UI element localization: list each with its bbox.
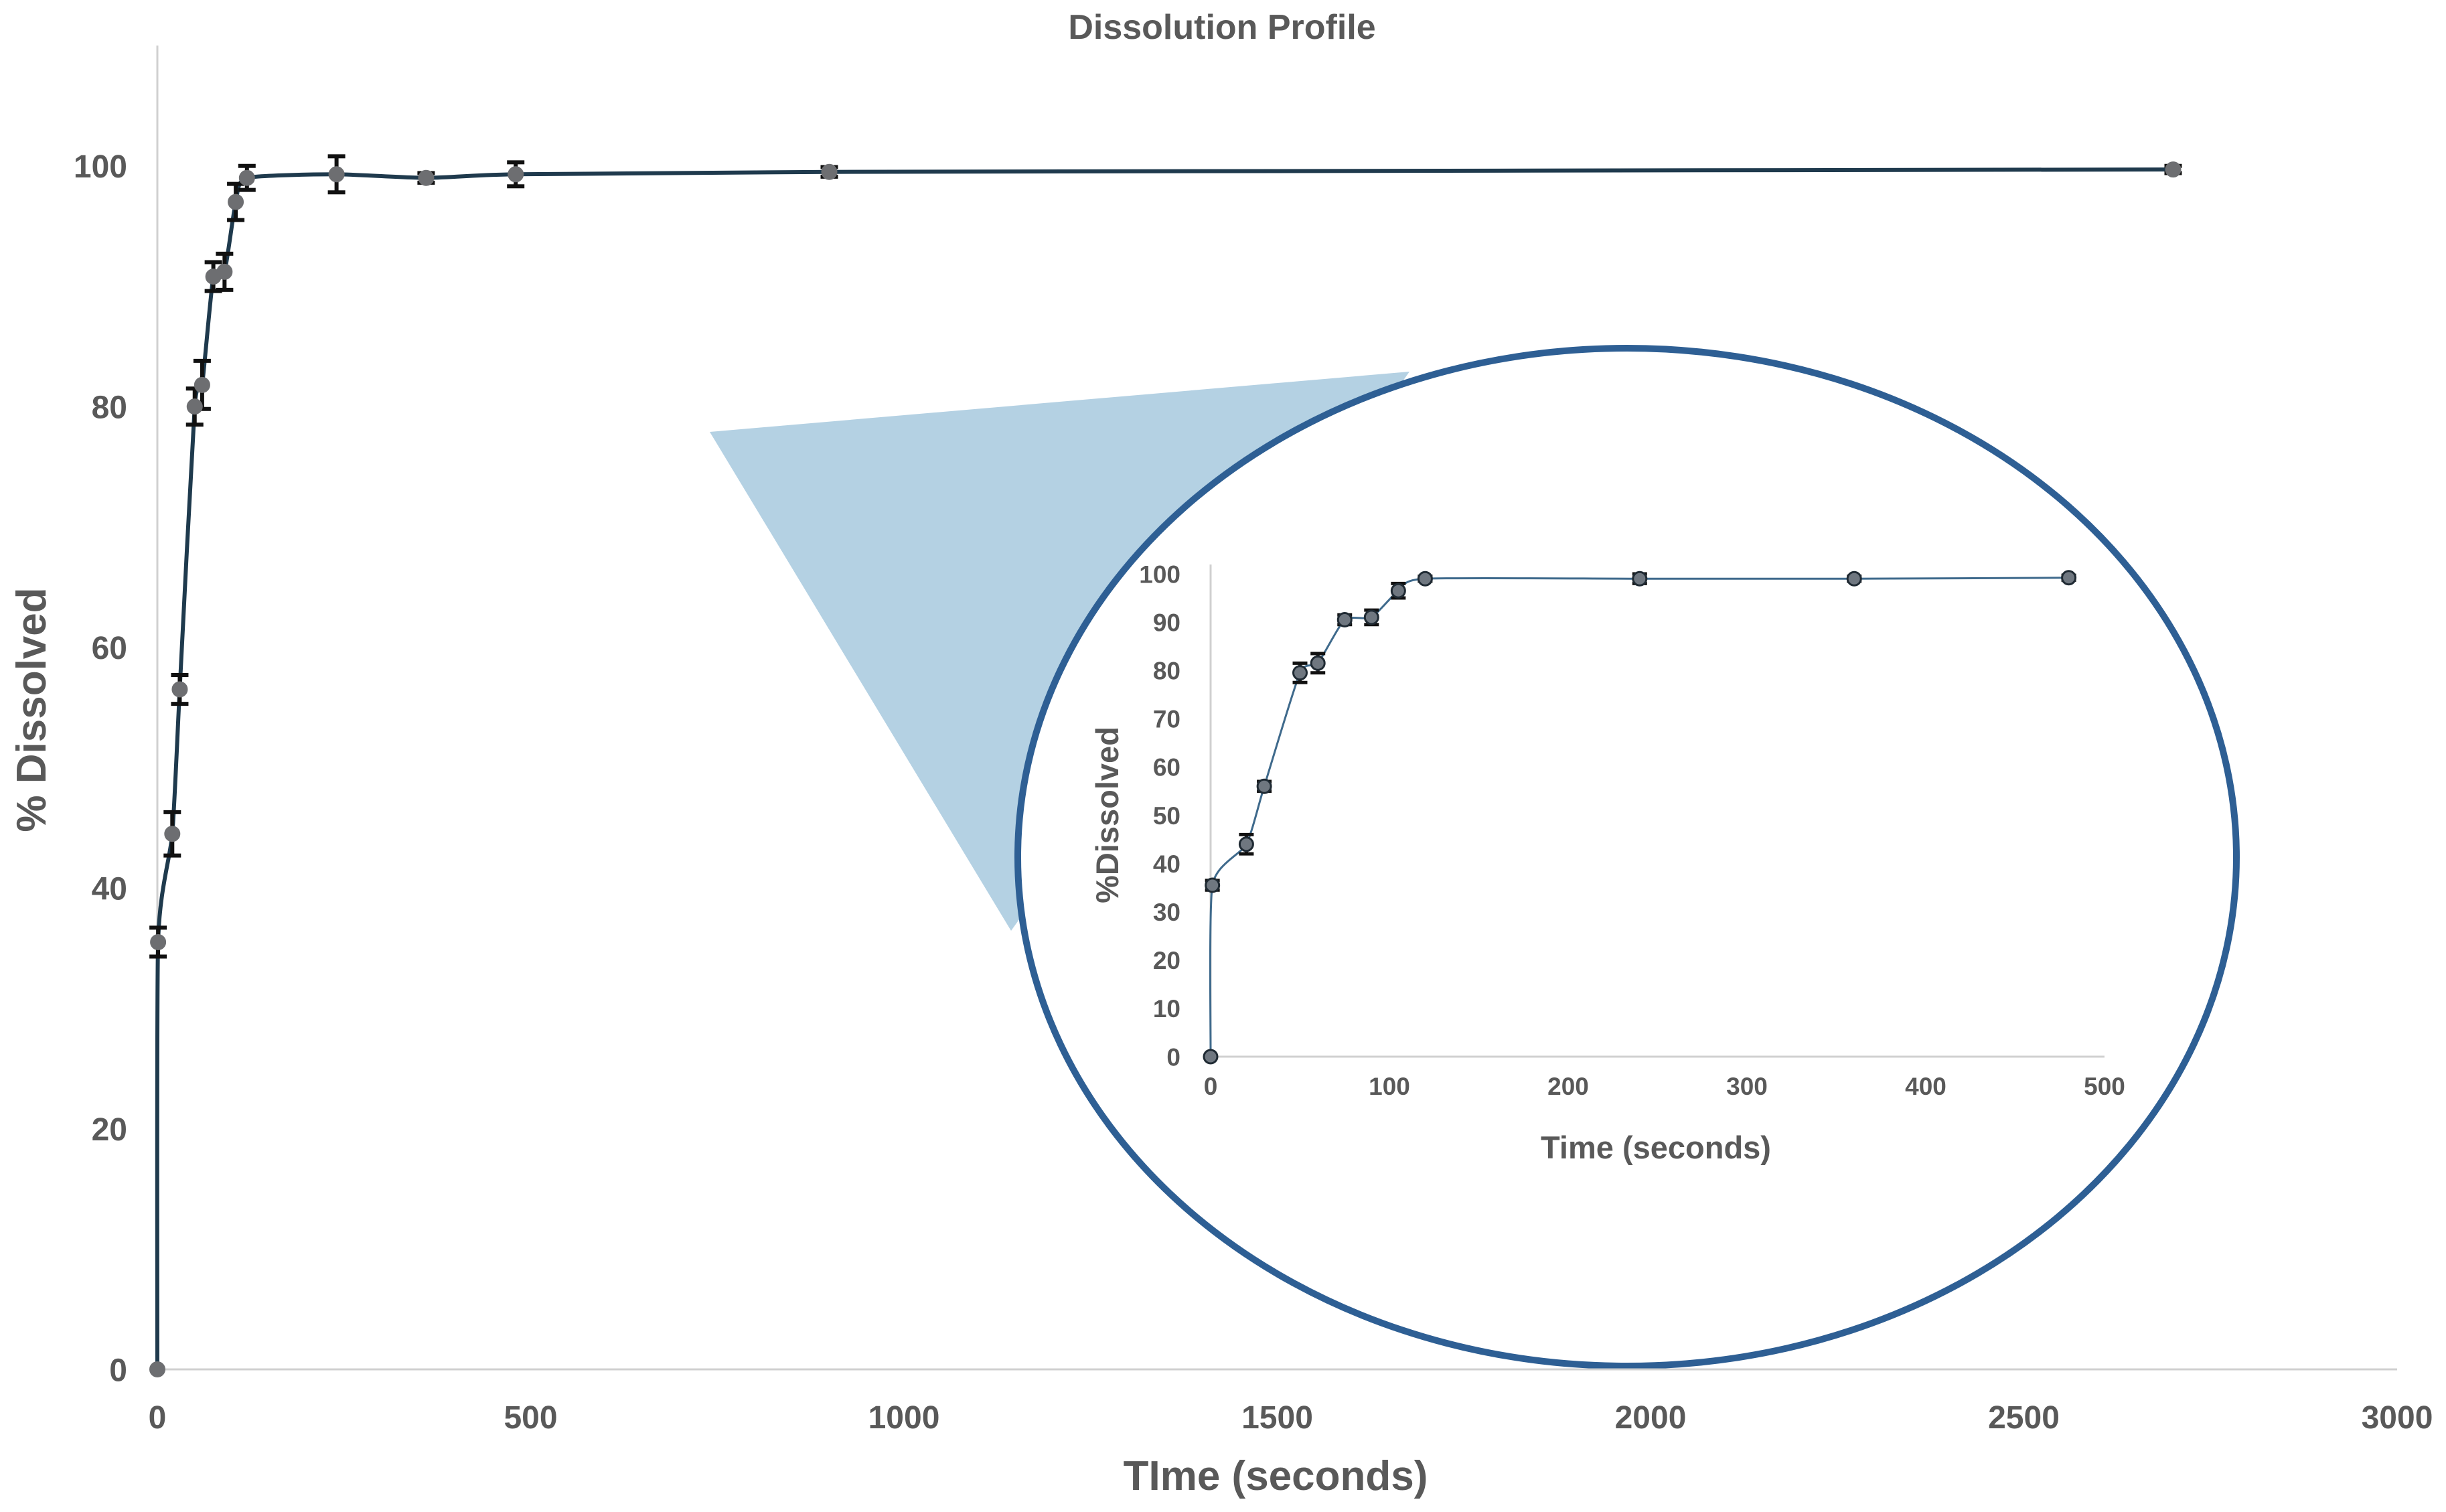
y-tick-label: 60 xyxy=(1153,754,1180,781)
y-tick-label: 0 xyxy=(109,1353,127,1388)
data-point xyxy=(1292,665,1308,681)
data-point xyxy=(1417,571,1433,587)
callout-ellipse xyxy=(1014,345,2240,1369)
y-tick-label: 90 xyxy=(1153,609,1180,636)
x-tick-label: 400 xyxy=(1905,1073,1946,1100)
data-point xyxy=(418,169,435,186)
data-point xyxy=(1632,571,1648,587)
data-point xyxy=(228,194,244,210)
y-tick-label: 60 xyxy=(92,631,127,666)
data-point xyxy=(194,376,210,393)
y-tick-label: 10 xyxy=(1153,995,1180,1023)
data-point xyxy=(238,169,255,186)
x-tick-label: 0 xyxy=(1204,1073,1218,1100)
x-axis-label: Time (seconds) xyxy=(1541,1130,1771,1165)
x-tick-label: 500 xyxy=(2084,1073,2125,1100)
y-tick-label: 80 xyxy=(92,390,127,425)
y-tick-label: 100 xyxy=(1139,560,1180,588)
y-tick-label: 80 xyxy=(1153,658,1180,685)
y-tick-label: 50 xyxy=(1153,802,1180,830)
data-point xyxy=(1256,778,1272,794)
data-point xyxy=(164,826,181,842)
data-point xyxy=(1238,836,1254,852)
data-point xyxy=(216,263,233,280)
x-tick-label: 1500 xyxy=(1241,1400,1313,1436)
x-tick-label: 1000 xyxy=(868,1400,940,1436)
x-tick-label: 200 xyxy=(1547,1073,1589,1100)
x-tick-label: 300 xyxy=(1726,1073,1768,1100)
y-tick-label: 20 xyxy=(1153,947,1180,974)
x-tick-label: 2000 xyxy=(1615,1400,1687,1436)
x-tick-label: 3000 xyxy=(2362,1400,2433,1436)
data-point xyxy=(149,1361,165,1377)
y-tick-label: 70 xyxy=(1153,706,1180,733)
data-point xyxy=(1336,611,1353,627)
data-point xyxy=(171,681,188,698)
y-tick-label: 0 xyxy=(1166,1043,1180,1071)
x-tick-label: 0 xyxy=(149,1400,167,1436)
data-point xyxy=(821,163,838,180)
data-point xyxy=(150,933,167,950)
data-point xyxy=(1310,655,1326,671)
y-tick-label: 30 xyxy=(1153,899,1180,926)
y-tick-label: 100 xyxy=(74,149,127,185)
y-axis-label: % Dissolved xyxy=(9,587,55,832)
data-point xyxy=(1205,877,1221,893)
x-tick-label: 500 xyxy=(504,1400,557,1436)
y-tick-label: 40 xyxy=(92,871,127,907)
data-point xyxy=(1846,571,1862,587)
y-axis-label: %Dissolved xyxy=(1089,727,1125,903)
data-point xyxy=(328,166,345,183)
inset-chart: 0 100 200 300 400 500 0 10 20 30 40 50 60 70 80 90 100 Ti… xyxy=(1089,560,2125,1165)
zoom-callout xyxy=(710,345,2240,1369)
data-point xyxy=(508,166,524,183)
data-point xyxy=(1203,1049,1219,1065)
y-tick-label: 40 xyxy=(1153,850,1180,878)
data-point xyxy=(1363,609,1379,625)
data-point xyxy=(186,398,203,415)
x-axis-label: TIme (seconds) xyxy=(1124,1453,1428,1499)
x-tick-label: 100 xyxy=(1369,1073,1410,1100)
x-tick-label: 2500 xyxy=(1988,1400,2060,1436)
y-tick-label: 20 xyxy=(92,1112,127,1148)
chart-title: Dissolution Profile xyxy=(1068,8,1375,47)
data-point xyxy=(1390,583,1406,599)
data-point xyxy=(2165,161,2182,178)
data-point xyxy=(2061,570,2077,586)
